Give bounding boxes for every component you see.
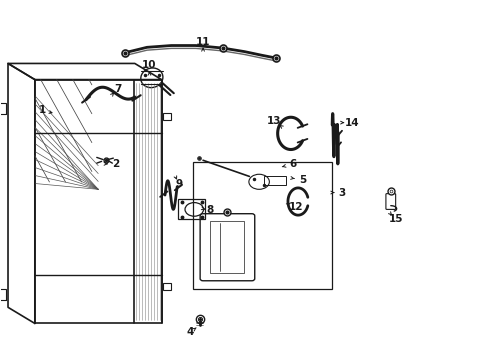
Bar [178,199,205,220]
Text: 6: 6 [289,159,296,169]
Bar [193,162,331,289]
Text: 9: 9 [175,179,182,189]
Text: 8: 8 [206,206,214,216]
Text: 7: 7 [114,84,121,94]
Bar [210,221,244,273]
Text: 3: 3 [338,188,345,198]
Text: 13: 13 [266,116,281,126]
Text: 2: 2 [111,159,119,169]
Text: 12: 12 [288,202,303,212]
Text: 10: 10 [142,60,156,70]
Bar [264,176,285,185]
Text: 14: 14 [344,118,358,128]
Text: 4: 4 [186,327,193,337]
Text: 1: 1 [39,105,46,115]
Text: 15: 15 [387,215,402,224]
Text: 5: 5 [299,175,306,185]
Text: 11: 11 [195,37,210,47]
